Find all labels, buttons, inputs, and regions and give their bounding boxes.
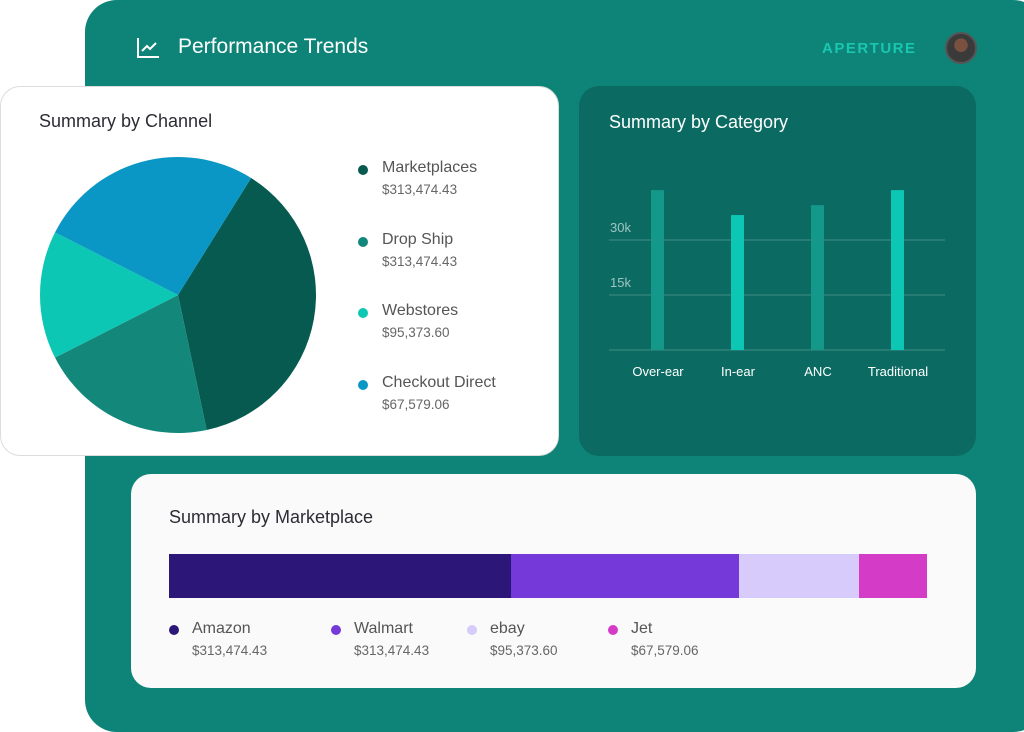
- legend-label: Jet: [631, 620, 653, 637]
- pie-slice-checkout-direct[interactable]: [55, 157, 252, 295]
- legend-item[interactable]: Walmart $313,474.43: [331, 620, 456, 664]
- pie-chart: [40, 157, 316, 433]
- x-tick-label: In-ear: [721, 364, 756, 379]
- bar-segment-walmart[interactable]: [511, 554, 739, 598]
- legend-item[interactable]: Checkout Direct $67,579.06: [358, 374, 538, 446]
- legend-label: Amazon: [192, 620, 251, 637]
- marketplace-stacked-bar: [169, 554, 927, 598]
- legend-value: $67,579.06: [631, 643, 699, 658]
- bar-traditional[interactable]: [891, 190, 904, 350]
- bar-segment-ebay[interactable]: [739, 554, 859, 598]
- bar-segment-amazon[interactable]: [169, 554, 511, 598]
- legend-value: $95,373.60: [382, 325, 450, 340]
- legend-dot: [608, 625, 618, 635]
- card-title: Summary by Marketplace: [169, 507, 374, 527]
- legend-item[interactable]: ebay $95,373.60: [467, 620, 592, 664]
- legend-item[interactable]: Amazon $313,474.43: [169, 620, 294, 664]
- bar-segment-jet[interactable]: [859, 554, 927, 598]
- bar-over-ear[interactable]: [651, 190, 664, 350]
- legend-dot: [358, 236, 368, 247]
- card-title: Summary by Category: [609, 112, 789, 132]
- legend-item[interactable]: Marketplaces $313,474.43: [358, 159, 538, 231]
- y-tick-label: 30k: [610, 220, 631, 235]
- legend-label: Marketplaces: [382, 159, 478, 176]
- legend-label: Checkout Direct: [382, 373, 496, 391]
- channel-card: Summary by Channel Marketplaces $313,474.…: [0, 86, 559, 456]
- legend-label: Walmart: [354, 620, 413, 637]
- page-title: Performance Trends: [178, 35, 369, 58]
- channel-legend: Marketplaces $313,474.43 Drop Ship $313,474…: [358, 159, 538, 445]
- category-card: Summary by Category 15k 30k Over-ear In-ear…: [579, 86, 976, 456]
- legend-dot: [331, 625, 341, 635]
- legend-label: ebay: [490, 620, 525, 637]
- brand-logo: APERTURE: [822, 40, 917, 57]
- legend-dot: [358, 165, 368, 175]
- legend-item[interactable]: Drop Ship $313,474.43: [358, 231, 538, 303]
- legend-label: Drop Ship: [382, 230, 454, 248]
- pie-slice-webstores[interactable]: [40, 232, 178, 358]
- legend-value: $67,579.06: [382, 396, 450, 412]
- legend-value: $95,373.60: [490, 643, 558, 658]
- category-bar-chart: 15k 30k Over-ear In-ear ANC Traditional: [609, 190, 945, 379]
- legend-dot: [169, 625, 179, 635]
- legend-item[interactable]: Jet $67,579.06: [608, 620, 733, 664]
- marketplace-card: Summary by Marketplace Amazon $313,474.43…: [131, 474, 976, 688]
- bar-in-ear[interactable]: [731, 215, 744, 350]
- bar-anc[interactable]: [811, 205, 824, 350]
- pie-slice-drop-ship[interactable]: [55, 295, 207, 433]
- x-tick-label: ANC: [804, 364, 831, 379]
- line-chart-icon: [137, 38, 159, 58]
- legend-value: $313,474.43: [382, 182, 458, 197]
- legend-value: $313,474.43: [382, 253, 458, 269]
- card-title: Summary by Channel: [39, 111, 213, 131]
- pie-slice-marketplaces[interactable]: [178, 177, 316, 430]
- legend-value: $313,474.43: [354, 643, 430, 658]
- legend-dot: [358, 379, 368, 390]
- legend-dot: [358, 308, 368, 318]
- x-tick-label: Over-ear: [632, 364, 684, 379]
- marketplace-legend: Amazon $313,474.43 Walmart $313,474.43 ebay $…: [131, 620, 976, 664]
- legend-dot: [467, 625, 477, 635]
- x-tick-label: Traditional: [868, 364, 928, 379]
- avatar[interactable]: [945, 32, 977, 64]
- y-tick-label: 15k: [610, 275, 631, 290]
- legend-item[interactable]: Webstores $95,373.60: [358, 302, 538, 374]
- legend-value: $313,474.43: [192, 643, 268, 658]
- legend-label: Webstores: [382, 302, 459, 319]
